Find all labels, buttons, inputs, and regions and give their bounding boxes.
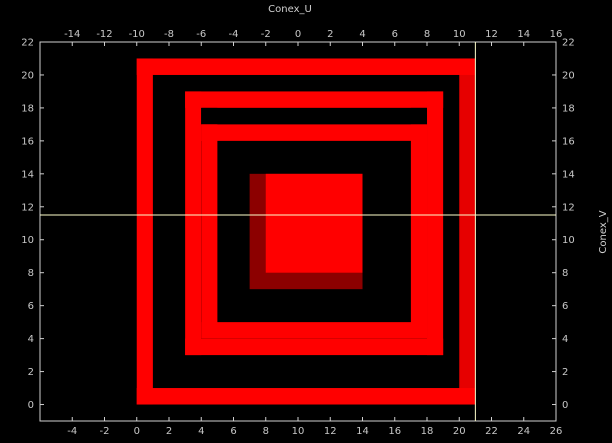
axis-ticks: -4 -2 0 2 4 6 8 10 12 14 16 18 20 22 24 26-14 -12 -10 -8 -6… xyxy=(21,29,574,437)
heatmap-cell-6 xyxy=(185,91,202,356)
heatmap-cell-1 xyxy=(136,388,476,405)
heatmap-cell-7 xyxy=(427,91,444,356)
left-tick-label: 20 xyxy=(21,70,34,81)
top-tick-label: 8 xyxy=(424,29,430,40)
left-tick-label: 0 xyxy=(28,400,34,411)
top-tick-label: -8 xyxy=(164,29,174,40)
top-tick-label: -12 xyxy=(96,29,112,40)
left-tick-label: 10 xyxy=(21,235,34,246)
right-tick-label: 4 xyxy=(562,334,568,345)
heatmap-cell-18 xyxy=(265,173,363,273)
top-tick-label: -6 xyxy=(196,29,206,40)
top-tick-label: 6 xyxy=(392,29,398,40)
top-tick-label: 4 xyxy=(359,29,365,40)
heatmap-cell-8 xyxy=(201,107,427,125)
left-tick-label: 6 xyxy=(28,301,34,312)
right-tick-label: 10 xyxy=(562,235,575,246)
top-tick-label: 14 xyxy=(517,29,530,40)
left-tick-label: 8 xyxy=(28,268,34,279)
left-tick-label: 22 xyxy=(21,38,34,49)
right-tick-label: 22 xyxy=(562,38,575,49)
top-tick-label: 16 xyxy=(550,29,563,40)
right-tick-label: 0 xyxy=(562,400,568,411)
top-tick-label: 2 xyxy=(327,29,333,40)
heatmap-cell-0 xyxy=(136,58,476,75)
right-tick-label: 6 xyxy=(562,301,568,312)
bottom-tick-label: -4 xyxy=(67,426,77,437)
heatmap-cell-3 xyxy=(459,58,476,405)
top-tick-label: 12 xyxy=(485,29,498,40)
bottom-tick-label: 26 xyxy=(550,426,563,437)
right-axis-label: Conex_V xyxy=(598,210,609,253)
right-tick-label: 14 xyxy=(562,169,575,180)
bottom-tick-label: 14 xyxy=(356,426,369,437)
bottom-tick-label: 0 xyxy=(134,426,140,437)
heatmap-cell-16 xyxy=(410,124,428,339)
heatmap-cell-14 xyxy=(201,322,427,339)
bottom-tick-label: 6 xyxy=(230,426,236,437)
heatmap-cells xyxy=(136,58,476,405)
left-tick-label: 14 xyxy=(21,169,34,180)
right-tick-label: 16 xyxy=(562,136,575,147)
bottom-tick-label: 12 xyxy=(324,426,337,437)
top-tick-label: 10 xyxy=(453,29,466,40)
top-tick-label: -10 xyxy=(129,29,145,40)
right-tick-label: 2 xyxy=(562,367,568,378)
heatmap-cell-4 xyxy=(185,91,444,108)
bottom-tick-label: 4 xyxy=(198,426,204,437)
bottom-tick-label: 10 xyxy=(292,426,305,437)
heatmap-cell-15 xyxy=(201,124,218,339)
right-tick-label: 20 xyxy=(562,70,575,81)
top-tick-label: 0 xyxy=(295,29,301,40)
bottom-tick-label: -2 xyxy=(100,426,110,437)
top-axis-label: Conex_U xyxy=(268,4,312,15)
left-tick-label: 16 xyxy=(21,136,34,147)
right-tick-label: 12 xyxy=(562,202,575,213)
crosshair[interactable] xyxy=(40,42,556,421)
left-tick-label: 18 xyxy=(21,103,34,114)
bottom-tick-label: 8 xyxy=(263,426,269,437)
top-tick-label: -2 xyxy=(261,29,271,40)
bottom-tick-label: 22 xyxy=(485,426,498,437)
right-tick-label: 8 xyxy=(562,268,568,279)
bottom-tick-label: 18 xyxy=(421,426,434,437)
bottom-tick-label: 2 xyxy=(166,426,172,437)
heatmap-cell-5 xyxy=(185,338,444,356)
heatmap-cell-2 xyxy=(136,58,153,405)
heatmap-cell-13 xyxy=(201,124,427,141)
left-tick-label: 4 xyxy=(28,334,34,345)
top-tick-label: -4 xyxy=(229,29,239,40)
top-tick-label: -14 xyxy=(64,29,80,40)
right-tick-label: 18 xyxy=(562,103,575,114)
left-tick-label: 12 xyxy=(21,202,34,213)
bottom-tick-label: 24 xyxy=(517,426,530,437)
left-tick-label: 2 xyxy=(28,367,34,378)
bottom-tick-label: 20 xyxy=(453,426,466,437)
bottom-tick-label: 16 xyxy=(388,426,401,437)
